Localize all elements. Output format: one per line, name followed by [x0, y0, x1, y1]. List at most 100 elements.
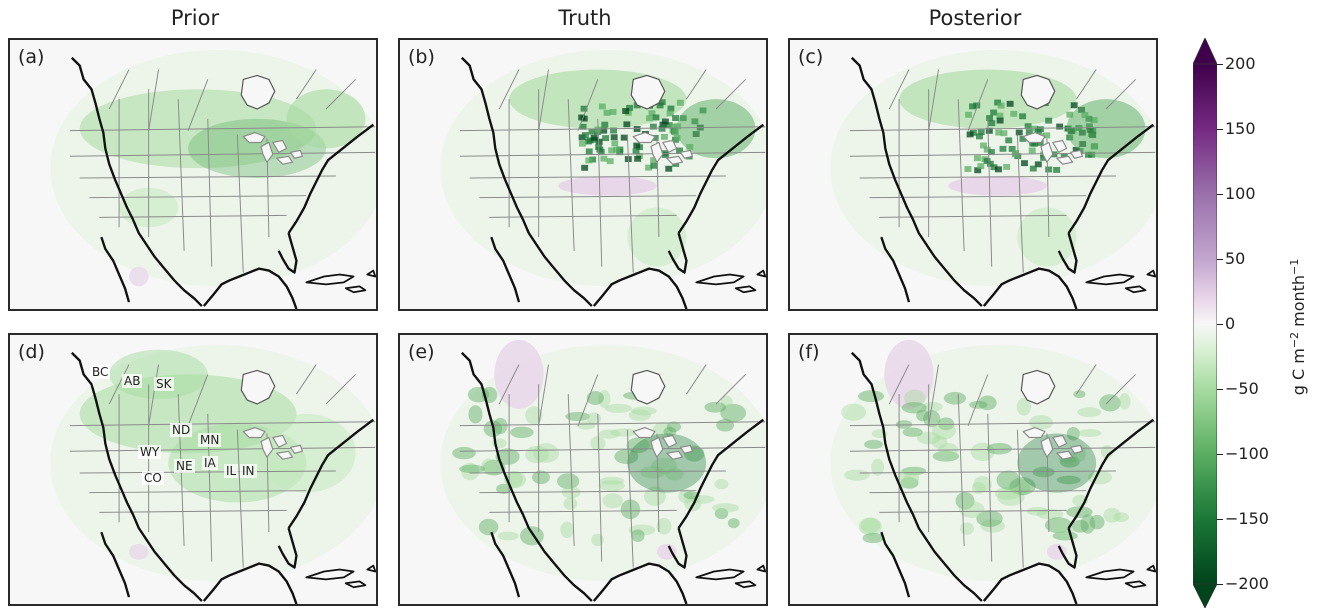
flux-patch — [652, 422, 673, 440]
flux-cell — [579, 123, 587, 130]
panel-label-f: (f) — [798, 341, 820, 363]
flux-patch — [586, 390, 604, 406]
flux-patch — [604, 403, 633, 414]
state-boundary — [626, 429, 634, 568]
island-coastline — [734, 580, 757, 589]
flux-patch — [897, 468, 912, 489]
colorbar-tick-label: 150 — [1225, 119, 1256, 138]
state-boundary — [108, 69, 130, 110]
flux-cell — [1053, 166, 1061, 173]
island-coastline — [305, 568, 355, 581]
colorbar-extend-max — [1193, 38, 1217, 65]
flux-patch — [904, 389, 926, 407]
state-boundary — [686, 69, 707, 100]
state-boundary — [597, 118, 603, 267]
state-boundary — [479, 490, 697, 494]
flux-cell — [980, 142, 987, 149]
colorbar-tick-mark — [1217, 194, 1223, 195]
coastline — [460, 56, 593, 307]
flux-cell — [973, 102, 981, 109]
state-boundary — [148, 364, 159, 426]
state-label-co: CO — [142, 471, 164, 485]
state-boundary — [69, 151, 376, 157]
map-panel-f: (f) — [788, 333, 1158, 606]
flux-patch — [188, 118, 327, 178]
flux-patch — [481, 458, 497, 475]
flux-patch — [286, 89, 366, 149]
flux-patch — [948, 175, 1047, 196]
state-label-nd: ND — [170, 423, 193, 437]
state-boundary — [928, 69, 939, 131]
island-coastline — [695, 568, 745, 581]
lake-outline — [1056, 155, 1074, 165]
lake-outline — [272, 434, 288, 448]
flux-patch — [858, 517, 882, 536]
island-coastline — [1085, 273, 1135, 286]
state-boundary — [498, 69, 520, 110]
flux-patch — [598, 429, 621, 439]
colorbar-tick-label: 100 — [1225, 184, 1256, 203]
colorbar-tick-mark — [1217, 64, 1223, 65]
flux-patch — [871, 458, 885, 476]
flux-cell — [650, 157, 658, 164]
flux-cell — [676, 99, 684, 106]
flux-cell — [649, 123, 657, 130]
state-label-ia: IA — [202, 456, 218, 470]
state-boundary — [715, 79, 746, 110]
lake-outline — [662, 434, 678, 448]
flux-cell — [620, 134, 628, 141]
state-boundary — [987, 118, 993, 267]
coastline — [202, 562, 298, 604]
state-boundary — [928, 364, 939, 426]
flux-patch — [937, 417, 955, 431]
flux-cell — [585, 157, 593, 164]
flux-patch — [1017, 207, 1077, 267]
colorbar-tick-label: −200 — [1225, 574, 1269, 593]
flux-cell — [977, 163, 985, 170]
flux-cell — [977, 129, 985, 136]
flux-patch — [727, 518, 740, 529]
flux-cell — [1034, 127, 1042, 134]
flux-patch — [720, 403, 747, 423]
flux-patch — [1036, 508, 1064, 520]
flux-patch — [884, 339, 934, 409]
colorbar-body — [1193, 63, 1217, 585]
flux-patch — [468, 405, 483, 424]
state-boundary — [859, 175, 1116, 179]
flux-cell — [665, 165, 673, 172]
panel-label-d: (d) — [18, 341, 45, 363]
map-f — [830, 339, 1156, 604]
colorbar — [1193, 38, 1217, 608]
coastline — [982, 562, 1078, 604]
lake-outline — [1052, 434, 1068, 448]
flux-patch — [976, 510, 1003, 528]
lake-outline — [666, 450, 684, 460]
flux-patch — [1056, 475, 1081, 485]
coastline — [70, 56, 203, 307]
flux-patch — [864, 439, 883, 449]
panel-label-b: (b) — [408, 46, 435, 68]
flux-cell — [999, 145, 1007, 152]
coastline — [1057, 527, 1078, 569]
flux-cell — [610, 134, 618, 141]
map-d — [50, 344, 376, 604]
flux-patch — [497, 531, 519, 541]
flux-patch — [986, 442, 1013, 455]
island-coastline — [344, 580, 367, 589]
flux-cell — [581, 132, 589, 139]
flux-patch — [532, 470, 550, 485]
flux-patch — [844, 469, 870, 481]
flux-cell — [986, 115, 994, 122]
lake-outline — [679, 149, 693, 159]
flux-patch — [1066, 99, 1146, 159]
flux-cell — [1028, 147, 1036, 154]
state-boundary — [849, 446, 1156, 452]
flux-cell — [665, 122, 673, 129]
colorbar-tick-label: −150 — [1225, 509, 1269, 528]
island-coastline — [756, 564, 766, 573]
state-boundary — [187, 79, 209, 131]
gulf-water — [203, 563, 297, 604]
lake-outline — [242, 132, 266, 144]
flux-cell — [1070, 102, 1078, 109]
state-boundary — [187, 374, 209, 426]
